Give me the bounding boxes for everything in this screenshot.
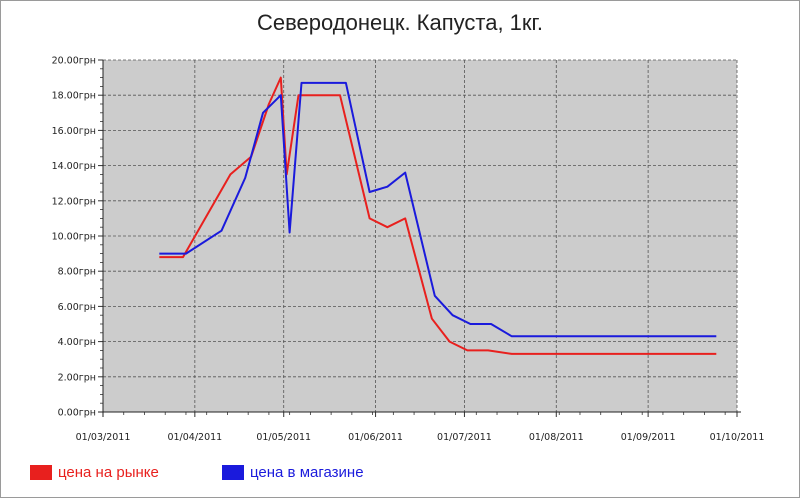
- y-tick-label: 10.00грн: [52, 232, 96, 243]
- legend-item-series-1: цена в магазине: [222, 462, 364, 482]
- y-tick-label: 20.00грн: [52, 56, 96, 67]
- x-tick-label: 01/06/2011: [348, 432, 403, 443]
- legend-swatch-series-1: [222, 464, 244, 480]
- chart-title: Северодонецк. Капуста, 1кг.: [256, 10, 543, 35]
- y-tick-label: 16.00грн: [52, 126, 96, 137]
- series-line-1: [159, 81, 717, 338]
- x-tick-label: 01/10/2011: [710, 432, 765, 443]
- legend-swatch-series-0: [30, 464, 52, 480]
- y-tick-label: 18.00грн: [52, 91, 96, 102]
- x-tick-label: 01/03/2011: [76, 432, 131, 443]
- legend-label-series-0: цена на рынке: [58, 463, 159, 481]
- x-tick-label: 01/09/2011: [621, 432, 676, 443]
- y-tick-label: 2.00грн: [58, 372, 96, 383]
- y-tick-label: 6.00грн: [58, 302, 96, 313]
- legend-label-series-1: цена в магазине: [250, 463, 364, 481]
- x-tick-label: 01/08/2011: [529, 432, 584, 443]
- series-line-0: [159, 76, 717, 355]
- x-tick-label: 01/05/2011: [256, 432, 311, 443]
- x-tick-label: 01/04/2011: [167, 432, 222, 443]
- y-tick-label: 4.00грн: [58, 337, 96, 348]
- y-tick-label: 0.00грн: [58, 408, 96, 419]
- y-tick-label: 8.00грн: [58, 267, 96, 278]
- y-tick-label: 12.00грн: [52, 196, 96, 207]
- y-tick-label: 14.00грн: [52, 161, 96, 172]
- x-tick-label: 01/07/2011: [437, 432, 492, 443]
- legend-item-series-0: цена на рынке: [30, 462, 159, 482]
